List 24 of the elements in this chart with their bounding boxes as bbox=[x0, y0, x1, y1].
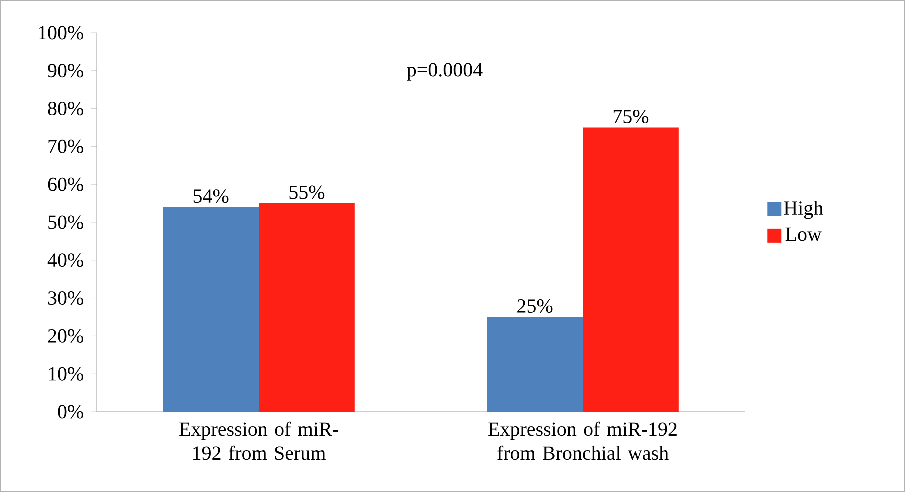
y-tick-label: 10% bbox=[49, 367, 84, 381]
bar bbox=[259, 204, 355, 412]
data-label: 75% bbox=[614, 110, 649, 124]
y-tick-label: 60% bbox=[48, 178, 84, 192]
legend-label: High bbox=[784, 201, 824, 220]
legend-label: Low bbox=[786, 228, 822, 242]
bar bbox=[487, 317, 584, 412]
bar bbox=[163, 207, 260, 412]
y-tick-label: 30% bbox=[48, 292, 84, 306]
annotation: p=0.0004 bbox=[407, 63, 483, 81]
data-label: 55% bbox=[290, 186, 325, 200]
y-tick-label: 70% bbox=[48, 140, 84, 154]
y-tick-label: 90% bbox=[48, 64, 84, 78]
x-tick-label: Expression of miR-192 from Bronchial wash bbox=[488, 422, 677, 460]
data-label: 25% bbox=[518, 299, 553, 314]
y-tick-label: 50% bbox=[48, 216, 84, 230]
data-label: 54% bbox=[194, 190, 229, 204]
y-tick-label: 20% bbox=[48, 329, 84, 343]
y-tick-label: 40% bbox=[48, 254, 84, 268]
y-tick-label: 80% bbox=[48, 102, 84, 116]
x-tick-label: Expression of miR-192 from Serum bbox=[180, 422, 338, 460]
y-tick-label: 100% bbox=[39, 26, 84, 40]
y-tick-label: 0% bbox=[58, 405, 84, 419]
bar bbox=[583, 128, 679, 412]
